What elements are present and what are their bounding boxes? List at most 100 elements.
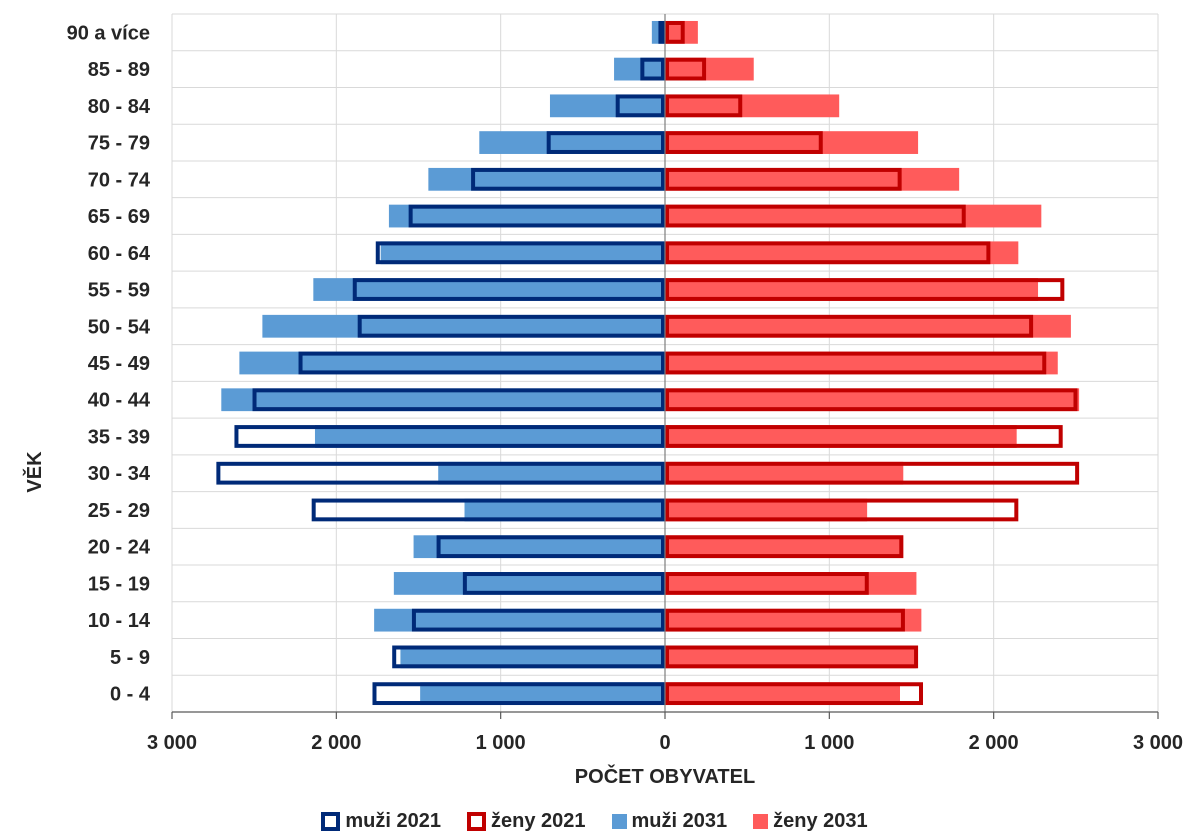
- bar-muzi-2021-45-49: [298, 351, 665, 375]
- y-tick-label-25-29: 25 - 29: [88, 500, 150, 522]
- y-tick-label-20-24: 20 - 24: [88, 537, 151, 559]
- y-tick-label-0-4: 0 - 4: [110, 684, 151, 706]
- bar-muzi-2031-70-74: [428, 167, 665, 191]
- bar-zeny-2031-40-44: [665, 388, 1080, 412]
- bar-zeny-2021-20-24: [665, 535, 904, 559]
- legend-item-zeny-2021: ženy 2021: [466, 810, 586, 833]
- bar-muzi-2021-55-59: [352, 278, 665, 301]
- bar-zeny-2031-30-34: [665, 461, 904, 485]
- x-axis-title: POČET OBYVATEL: [575, 764, 755, 788]
- bar-zeny-2031-65-69: [665, 204, 1042, 228]
- bar-muzi-2021-50-54: [357, 314, 665, 338]
- bar-zeny-2031-10-14: [665, 608, 922, 632]
- bar-zeny-2021-55-59: [665, 278, 1065, 301]
- bar-zeny-2031-45-49: [665, 351, 1058, 375]
- bar-muzi-2031-45-49: [239, 351, 666, 375]
- bar-muzi-2031-80-84: [549, 94, 665, 118]
- bar-muzi-2021-25-29: [311, 498, 665, 522]
- legend-label-muzi-2031: muži 2031: [631, 810, 728, 832]
- bar-muzi-2031-10-14: [374, 608, 665, 632]
- bar-zeny-2021-0-4: [665, 682, 924, 706]
- bar-zeny-2031-35-39: [665, 425, 1017, 448]
- bar-muzi-2031-5-9: [400, 645, 665, 669]
- legend-label-muzi-2021: muži 2021: [345, 810, 441, 832]
- bar-muzi-2031-60-64: [380, 241, 665, 265]
- legend-item-muzi-2021: muži 2021: [321, 810, 441, 833]
- bar-muzi-2031-30-34: [438, 461, 665, 485]
- x-tick-label-1: 2 000: [311, 732, 361, 754]
- y-tick-label-35-39: 35 - 39: [88, 426, 150, 448]
- bar-zeny-2031-70-74: [665, 167, 960, 191]
- bar-zeny-2021-30-34: [665, 461, 1080, 485]
- y-tick-label-40-44: 40 - 44: [88, 390, 151, 412]
- bar-zeny-2021-65-69: [665, 204, 966, 228]
- bar-zeny-2021-60-64: [665, 241, 991, 265]
- bar-zeny-2031-60-64: [665, 241, 1019, 265]
- x-tick-label-3: 0: [659, 732, 670, 754]
- bar-zeny-2021-90-a-vice: [665, 20, 685, 44]
- bar-muzi-2021-70-74: [471, 167, 665, 191]
- bars-2031: [221, 20, 1080, 706]
- bar-zeny-2031-15-19: [665, 572, 917, 595]
- bar-muzi-2021-35-39: [234, 425, 666, 448]
- bar-zeny-2021-45-49: [665, 351, 1047, 375]
- bar-zeny-2021-50-54: [665, 314, 1034, 338]
- bar-muzi-2031-85-89: [614, 57, 665, 81]
- bar-zeny-2021-35-39: [665, 425, 1063, 448]
- bar-muzi-2021-85-89: [640, 57, 665, 81]
- bar-muzi-2021-80-84: [615, 94, 666, 118]
- bars-2021: [216, 20, 1080, 706]
- legend-swatch-muzi-2031: [611, 814, 627, 829]
- x-tick-label-2: 1 000: [476, 732, 526, 754]
- bar-muzi-2031-20-24: [413, 535, 665, 559]
- bar-muzi-2031-15-19: [393, 572, 665, 595]
- bar-zeny-2021-80-84: [665, 94, 743, 118]
- bar-zeny-2021-70-74: [665, 167, 902, 191]
- bar-muzi-2021-10-14: [411, 608, 665, 632]
- bar-muzi-2021-65-69: [408, 204, 666, 228]
- bar-zeny-2021-10-14: [665, 608, 905, 632]
- y-tick-label-60-64: 60 - 64: [88, 243, 151, 265]
- legend-item-zeny-2031: ženy 2031: [753, 810, 868, 833]
- legend-label-zeny-2031: ženy 2031: [773, 810, 868, 832]
- bar-zeny-2021-40-44: [665, 388, 1078, 412]
- bar-muzi-2031-50-54: [262, 314, 665, 338]
- bar-zeny-2031-50-54: [665, 314, 1071, 338]
- bar-muzi-2031-75-79: [479, 131, 665, 154]
- legend-swatch-zeny-2021: [466, 812, 486, 831]
- bar-zeny-2031-5-9: [665, 645, 917, 669]
- x-tick-labels: 3 000 2 000 1 000 0 1 000 2 000 3 000: [147, 732, 1183, 754]
- bar-muzi-2021-0-4: [372, 682, 665, 706]
- legend: muži 2021 ženy 2021 muži 2031 ženy 2031: [0, 810, 1189, 833]
- bar-zeny-2031-0-4: [665, 682, 900, 706]
- bar-muzi-2021-20-24: [436, 535, 665, 559]
- y-tick-label-55-59: 55 - 59: [88, 280, 150, 302]
- x-tick-label-0: 3 000: [147, 732, 197, 754]
- y-tick-label-50-54: 50 - 54: [88, 316, 151, 338]
- bar-zeny-2021-25-29: [665, 498, 1019, 522]
- bar-muzi-2031-35-39: [314, 425, 665, 448]
- bar-zeny-2031-85-89: [665, 57, 754, 81]
- axes: [171, 14, 1159, 719]
- legend-label-zeny-2021: ženy 2021: [490, 810, 586, 832]
- bar-zeny-2031-55-59: [665, 278, 1039, 301]
- y-tick-label-90-a-vice: 90 a více: [67, 22, 150, 44]
- bar-muzi-2021-60-64: [375, 241, 665, 265]
- y-axis-title: VĚK: [22, 451, 46, 493]
- y-tick-label-70-74: 70 - 74: [88, 169, 151, 191]
- y-tick-label-85-89: 85 - 89: [88, 59, 150, 81]
- y-tick-label-15-19: 15 - 19: [88, 573, 150, 595]
- y-tick-label-10-14: 10 - 14: [88, 610, 151, 632]
- x-tick-label-5: 2 000: [969, 732, 1019, 754]
- x-tick-label-6: 3 000: [1133, 732, 1183, 754]
- y-tick-label-30-34: 30 - 34: [88, 463, 151, 485]
- legend-item-muzi-2031: muži 2031: [611, 810, 728, 833]
- bar-zeny-2021-15-19: [665, 572, 869, 595]
- bar-muzi-2031-55-59: [313, 278, 665, 301]
- y-tick-label-45-49: 45 - 49: [88, 353, 150, 375]
- bar-zeny-2031-75-79: [665, 131, 919, 154]
- bar-muzi-2031-40-44: [221, 388, 666, 412]
- bar-zeny-2021-75-79: [665, 131, 823, 154]
- bar-zeny-2031-20-24: [665, 535, 904, 559]
